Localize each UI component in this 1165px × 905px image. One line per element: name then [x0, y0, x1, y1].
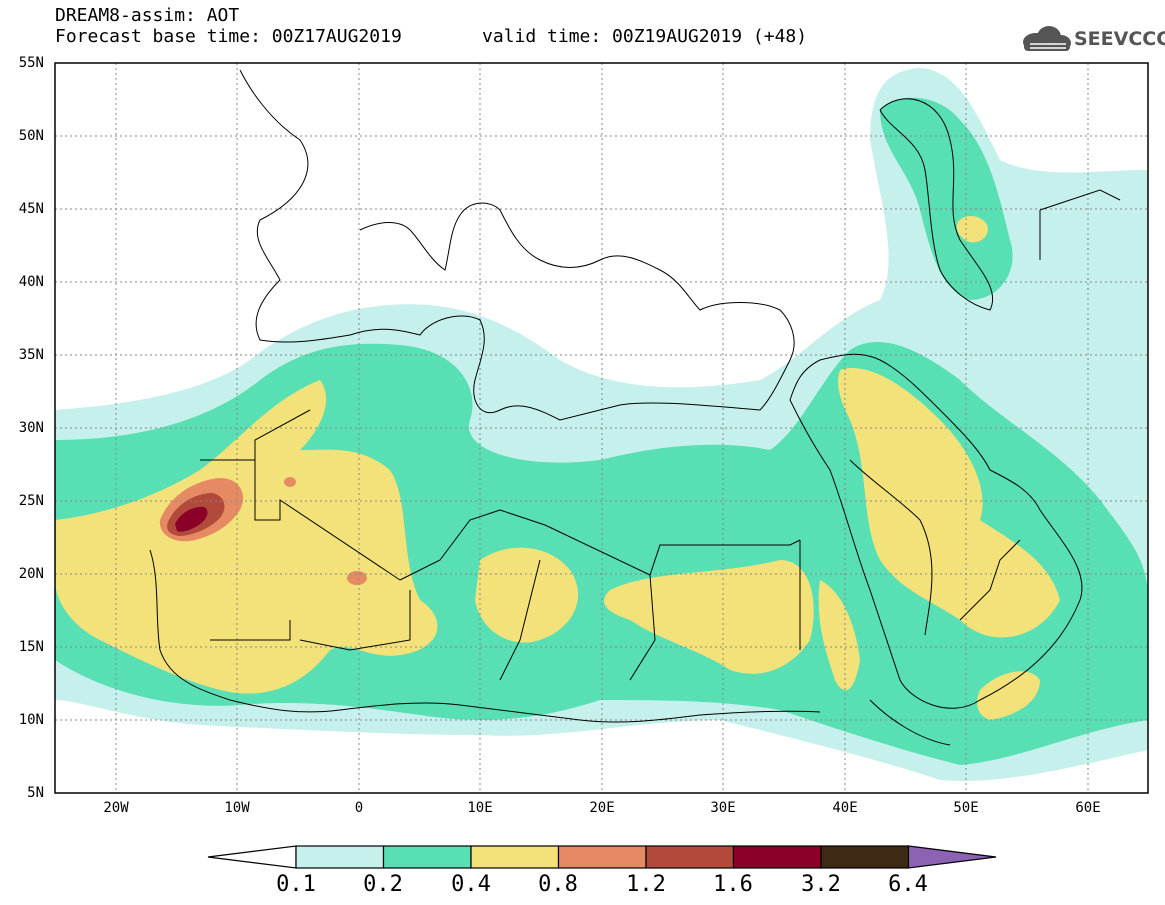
colorbar-swatch-5 — [645, 845, 735, 869]
colorbar-swatch-2 — [382, 845, 472, 869]
lat-label: 10N — [18, 712, 44, 728]
coastlines — [149, 69, 1121, 746]
aot-region-high-central — [475, 547, 579, 643]
colorbar-swatch-1 — [295, 845, 385, 869]
colorbar-high-arrow — [907, 845, 997, 869]
lat-label: 55N — [18, 55, 44, 71]
colorbar-label: 3.2 — [801, 872, 841, 897]
logo-text: SEEVCCC — [1074, 28, 1165, 50]
lat-label: 35N — [18, 347, 44, 363]
colorbar-swatch-6 — [732, 845, 822, 869]
lon-label: 20E — [589, 800, 615, 816]
lon-label: 40E — [832, 800, 858, 816]
colorbar-label: 6.4 — [888, 872, 928, 897]
logo — [1023, 26, 1071, 51]
chart-title: DREAM8-assim: AOT — [55, 5, 240, 26]
aot-region-high-somalia — [977, 671, 1040, 720]
lon-label: 0 — [354, 800, 364, 816]
lat-label: 25N — [18, 493, 44, 509]
colorbar-swatch-4 — [557, 845, 647, 869]
gridlines — [55, 63, 1148, 793]
colorbar-label: 0.8 — [538, 872, 578, 897]
lon-label: 30E — [710, 800, 736, 816]
lat-label: 5N — [27, 785, 44, 801]
colorbar-label: 1.6 — [713, 872, 753, 897]
aot-region-high-east — [604, 560, 814, 674]
aot-region-high-caspian — [956, 216, 988, 243]
aot-region-caspian — [880, 97, 1013, 300]
colorbar-label: 0.2 — [363, 872, 403, 897]
lon-label: 10W — [224, 800, 250, 816]
valid-time: valid time: 00Z19AUG2019 (+48) — [482, 26, 808, 47]
lat-label: 20N — [18, 566, 44, 582]
aot-spot-very-high-algeria — [284, 477, 296, 487]
aot-region-high-arabia — [838, 368, 1060, 638]
lon-label: 60E — [1075, 800, 1101, 816]
colorbar-swatch-7 — [820, 845, 910, 869]
lon-label: 10E — [467, 800, 493, 816]
forecast-base-time: Forecast base time: 00Z17AUG2019 — [55, 26, 402, 47]
plot-frame — [54, 62, 1149, 794]
aot-region-high-redsea — [818, 580, 860, 691]
lon-label: 50E — [953, 800, 979, 816]
lat-label: 45N — [18, 201, 44, 217]
aot-region-high-west — [55, 380, 438, 694]
lat-label: 40N — [18, 274, 44, 290]
colorbar-label: 0.4 — [451, 872, 491, 897]
lat-label: 30N — [18, 420, 44, 436]
colorbar-label: 1.2 — [626, 872, 666, 897]
aot-spot-very-high-mali — [347, 571, 367, 585]
lon-label: 20W — [103, 800, 129, 816]
colorbar-label: 0.1 — [276, 872, 316, 897]
aot-region-peak — [175, 506, 208, 532]
colorbar-swatch-3 — [470, 845, 560, 869]
lat-label: 15N — [18, 639, 44, 655]
colorbar — [207, 845, 997, 869]
lat-label: 50N — [18, 128, 44, 144]
colorbar-low-arrow — [207, 845, 297, 869]
